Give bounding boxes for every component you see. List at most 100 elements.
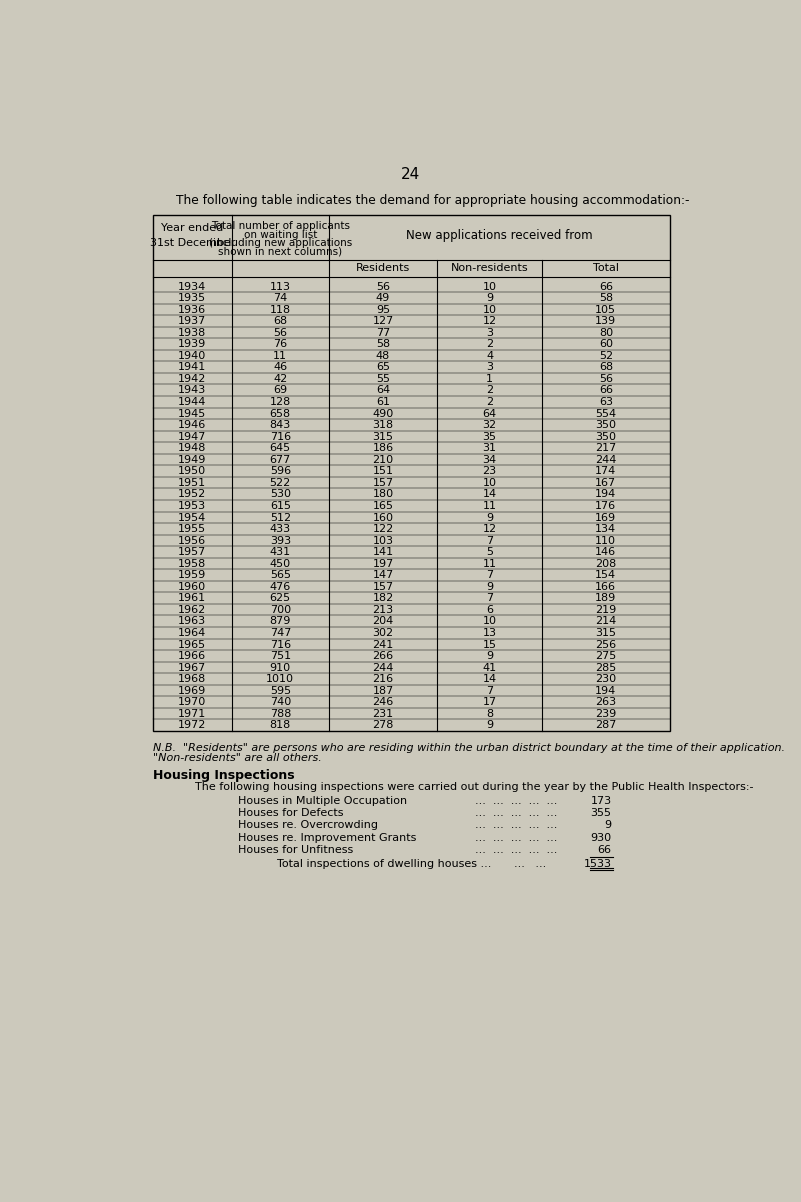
Text: 266: 266 xyxy=(372,651,393,661)
Text: 315: 315 xyxy=(595,627,616,638)
Text: 1962: 1962 xyxy=(179,605,207,615)
Text: 95: 95 xyxy=(376,304,390,315)
Text: 7: 7 xyxy=(486,536,493,546)
Text: 554: 554 xyxy=(595,409,617,418)
Text: 350: 350 xyxy=(595,432,616,441)
Text: 216: 216 xyxy=(372,674,393,684)
Text: 450: 450 xyxy=(270,559,291,569)
Text: 9: 9 xyxy=(605,820,612,831)
Text: 214: 214 xyxy=(595,617,617,626)
Text: 1946: 1946 xyxy=(179,421,207,430)
Text: on waiting list: on waiting list xyxy=(244,230,317,239)
Text: 530: 530 xyxy=(270,489,291,500)
Text: 187: 187 xyxy=(372,686,393,696)
Text: 1950: 1950 xyxy=(179,466,207,476)
Text: 176: 176 xyxy=(595,501,617,511)
Text: 1945: 1945 xyxy=(179,409,207,418)
Text: 32: 32 xyxy=(482,421,497,430)
Text: 1934: 1934 xyxy=(179,281,207,292)
Text: 244: 244 xyxy=(595,454,617,465)
Text: 9: 9 xyxy=(486,720,493,731)
Text: 239: 239 xyxy=(595,709,617,719)
Text: 1938: 1938 xyxy=(179,328,207,338)
Text: 355: 355 xyxy=(590,808,612,819)
Text: 287: 287 xyxy=(595,720,617,731)
Text: 700: 700 xyxy=(270,605,291,615)
Text: 180: 180 xyxy=(372,489,393,500)
Text: 58: 58 xyxy=(599,293,613,303)
Text: 213: 213 xyxy=(372,605,393,615)
Text: (including new applications: (including new applications xyxy=(209,238,352,248)
Text: 14: 14 xyxy=(482,674,497,684)
Text: 1940: 1940 xyxy=(179,351,207,361)
Text: "Non-residents" are all others.: "Non-residents" are all others. xyxy=(153,754,321,763)
Text: 35: 35 xyxy=(482,432,497,441)
Text: 186: 186 xyxy=(372,444,393,453)
Text: ...  ...  ...  ...  ...: ... ... ... ... ... xyxy=(475,796,557,805)
Text: 1010: 1010 xyxy=(266,674,294,684)
Text: 3: 3 xyxy=(486,362,493,373)
Text: 7: 7 xyxy=(486,570,493,581)
Text: 747: 747 xyxy=(270,627,291,638)
Text: 14: 14 xyxy=(482,489,497,500)
Text: 34: 34 xyxy=(482,454,497,465)
Text: 167: 167 xyxy=(595,478,617,488)
Text: 66: 66 xyxy=(599,281,613,292)
Text: 1971: 1971 xyxy=(179,709,207,719)
Text: 433: 433 xyxy=(270,524,291,534)
Text: 66: 66 xyxy=(598,845,612,855)
Text: ...  ...  ...  ...  ...: ... ... ... ... ... xyxy=(475,845,557,855)
Text: 17: 17 xyxy=(482,697,497,707)
Text: 1533: 1533 xyxy=(584,858,612,869)
Text: 1967: 1967 xyxy=(179,662,207,673)
Text: 1964: 1964 xyxy=(179,627,207,638)
Text: 6: 6 xyxy=(486,605,493,615)
Text: 139: 139 xyxy=(595,316,617,326)
Text: 1960: 1960 xyxy=(179,582,207,591)
Text: 15: 15 xyxy=(482,639,497,649)
Text: 157: 157 xyxy=(372,582,393,591)
Text: 677: 677 xyxy=(270,454,291,465)
Text: 58: 58 xyxy=(376,339,390,350)
Text: 595: 595 xyxy=(270,686,291,696)
Text: 128: 128 xyxy=(270,397,291,407)
Text: 716: 716 xyxy=(270,639,291,649)
Text: 1972: 1972 xyxy=(178,720,207,731)
Text: 49: 49 xyxy=(376,293,390,303)
Text: 1947: 1947 xyxy=(178,432,207,441)
Text: 10: 10 xyxy=(482,478,497,488)
Text: 65: 65 xyxy=(376,362,390,373)
Text: 9: 9 xyxy=(486,651,493,661)
Text: 9: 9 xyxy=(486,512,493,523)
Text: 208: 208 xyxy=(595,559,617,569)
Text: 565: 565 xyxy=(270,570,291,581)
Text: Housing Inspections: Housing Inspections xyxy=(153,769,295,783)
Text: 48: 48 xyxy=(376,351,390,361)
Text: 625: 625 xyxy=(270,594,291,603)
Text: 141: 141 xyxy=(372,547,393,558)
Text: 716: 716 xyxy=(270,432,291,441)
Text: 197: 197 xyxy=(372,559,393,569)
Text: 5: 5 xyxy=(486,547,493,558)
Text: 64: 64 xyxy=(376,386,390,395)
Text: 56: 56 xyxy=(376,281,390,292)
Text: N.B.  "Residents" are persons who are residing within the urban district boundar: N.B. "Residents" are persons who are res… xyxy=(153,743,785,754)
Text: 751: 751 xyxy=(270,651,291,661)
Text: 8: 8 xyxy=(486,709,493,719)
Text: 1949: 1949 xyxy=(178,454,207,465)
Text: 173: 173 xyxy=(590,796,612,805)
Text: 3: 3 xyxy=(486,328,493,338)
Text: New applications received from: New applications received from xyxy=(406,228,593,242)
Text: 9: 9 xyxy=(486,293,493,303)
Text: 166: 166 xyxy=(595,582,616,591)
Text: 127: 127 xyxy=(372,316,393,326)
Text: 930: 930 xyxy=(590,833,612,843)
Text: 134: 134 xyxy=(595,524,617,534)
Text: 843: 843 xyxy=(270,421,291,430)
Text: Total inspections of dwelling houses ...: Total inspections of dwelling houses ... xyxy=(277,858,491,869)
Text: ...  ...  ...  ...  ...: ... ... ... ... ... xyxy=(475,820,557,831)
Text: 55: 55 xyxy=(376,374,390,383)
Text: 740: 740 xyxy=(270,697,291,707)
Text: 275: 275 xyxy=(595,651,617,661)
Text: 68: 68 xyxy=(273,316,288,326)
